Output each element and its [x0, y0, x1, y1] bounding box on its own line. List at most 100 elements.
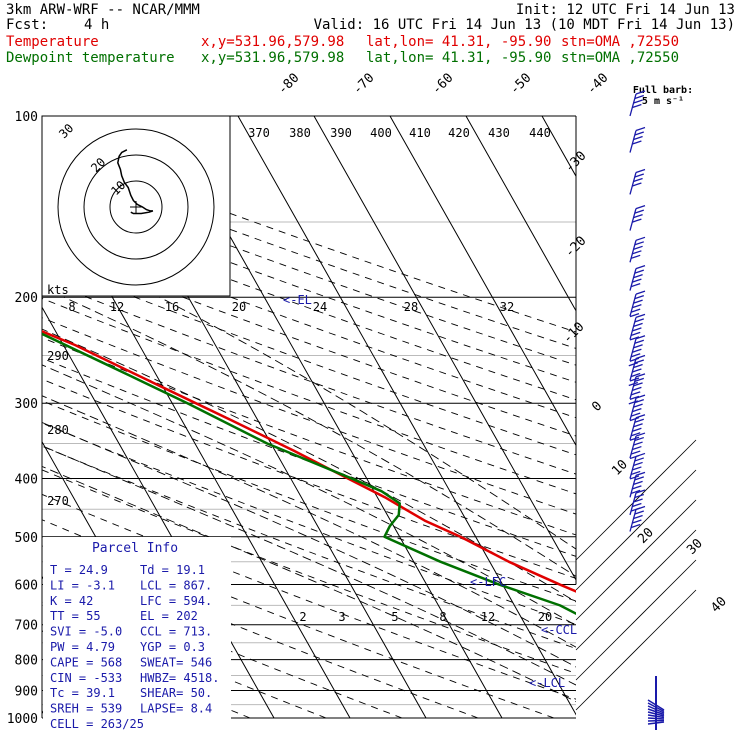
valid-time: Valid: 16 UTC Fri 14 Jun 13 (10 MDT Fri … [313, 17, 735, 33]
parcel-info-left: CELL = 263/25 [50, 717, 144, 731]
moist-adiabat-line [42, 364, 576, 627]
init-time: Init: 12 UTC Fri 14 Jun 13 [515, 2, 735, 18]
temperature-tick-label: -70 [350, 71, 377, 98]
moist-adiabat-line [42, 395, 576, 648]
dry-adiabat-line [42, 445, 576, 650]
temperature-tick-label: 30 [684, 536, 706, 558]
mixing-ratio-label: 12 [110, 300, 124, 314]
isotherm-line [313, 116, 576, 581]
hodograph-kts-label: kts [47, 283, 69, 297]
temperature-tick-label: -30 [562, 149, 589, 176]
wind-barb [629, 90, 646, 117]
temperature-tick-label: -80 [275, 71, 302, 98]
wind-barb [629, 168, 646, 195]
mixing-ratio-label-lower: 20 [538, 610, 552, 624]
isotherm-line [161, 116, 503, 719]
isotherm-extension [575, 589, 697, 711]
isotherm-line [85, 116, 427, 719]
wind-barb [629, 264, 646, 291]
theta-label: 370 [248, 126, 270, 140]
isotherm-line [42, 171, 351, 719]
wind-barb [629, 471, 646, 498]
parcel-info-right: LAPSE= 8.4 [140, 702, 212, 716]
dewpoint-legend-station: stn=OMA ,72550 [561, 50, 680, 66]
parcel-info-right: Td = 19.1 [140, 563, 205, 577]
forecast-label: Fcst: [6, 17, 49, 33]
parcel-info-right: LFC = 594. [140, 594, 212, 608]
isotherm-extension [575, 559, 697, 681]
temperature-tick-label: 40 [708, 594, 730, 616]
parcel-info-left: K = 42 [50, 594, 93, 608]
pressure-label: 800 [15, 654, 38, 669]
pressure-label: 700 [15, 619, 38, 634]
parcel-info-left: SVI = -5.0 [50, 625, 122, 639]
temperature-legend-name: Temperature [6, 34, 99, 50]
pressure-label: 500 [15, 531, 38, 546]
theta-label: 430 [488, 126, 510, 140]
temperature-tick-label: -60 [429, 71, 456, 98]
isotherm-extension [575, 529, 697, 651]
parcel-info-title: Parcel Info [92, 541, 178, 556]
forecast-hour: 4 h [84, 17, 110, 33]
mixing-ratio-label-lower: 2 [299, 610, 306, 624]
theta-label: 420 [448, 126, 470, 140]
dry-adiabat-line [42, 572, 403, 719]
mixing-ratio-label-lower: 5 [391, 610, 398, 624]
parcel-info-left: PW = 4.79 [50, 640, 115, 654]
mixing-ratio-label: 24 [313, 300, 327, 314]
pressure-label: 200 [15, 291, 38, 306]
wind-barb [628, 373, 646, 405]
temperature-tick-label: 20 [635, 525, 657, 547]
theta-lower-label: 290 [47, 349, 69, 363]
hodograph-ring [57, 128, 215, 286]
mixing-ratio-label: 8 [68, 300, 75, 314]
wind-barb [629, 290, 646, 318]
wind-barb [629, 432, 646, 460]
isotherm-line [694, 116, 740, 718]
parcel-info-right: SHEAR= 50. [140, 686, 212, 700]
wind-barb [629, 126, 646, 153]
theta-lower-label: 270 [47, 494, 69, 508]
temperature-tick-label: 0 [589, 399, 605, 415]
theta-label: 380 [289, 126, 311, 140]
moist-adiabat-line [159, 296, 576, 550]
isotherm-extension [575, 439, 697, 561]
isotherm-line [237, 116, 576, 716]
hodograph-ring [109, 180, 163, 234]
dry-adiabat-line [42, 400, 576, 602]
pressure-label: 600 [15, 578, 38, 593]
pressure-label: 1000 [7, 712, 38, 727]
dry-adiabat-line [42, 469, 576, 674]
parcel-info-box [43, 537, 231, 728]
ccl-marker: <-CCL [541, 623, 577, 637]
parcel-info-right: HWBZ= 4518. [140, 671, 219, 685]
temperature-legend-xy: x,y=531.96,579.98 [201, 34, 345, 50]
dewpoint-legend-name: Dewpoint temperature [6, 50, 175, 66]
temperature-legend-latlon: lat,lon= 41.31, -95.90 [366, 34, 552, 50]
lcl-marker: <-LCL [529, 676, 565, 690]
theta-lower-label: 280 [47, 423, 69, 437]
dry-adiabat-line [42, 317, 576, 515]
mixing-ratio-label: 28 [404, 300, 418, 314]
temperature-trace [42, 330, 576, 593]
temperature-legend-station: stn=OMA ,72550 [561, 34, 680, 50]
parcel-info-left: Tc = 39.1 [50, 686, 115, 700]
model-title: 3km ARW-WRF -- NCAR/MMM [6, 2, 200, 18]
wind-barb [629, 505, 646, 532]
dry-adiabat-line [42, 545, 479, 719]
parcel-info-right: YGP = 0.3 [140, 640, 205, 654]
mixing-ratio-label-lower: 12 [481, 610, 495, 624]
el-marker: <-EL [283, 293, 312, 307]
dry-adiabat-line [42, 224, 576, 419]
dry-adiabat-line [42, 378, 576, 579]
isotherm-line [389, 116, 576, 447]
wind-barb [629, 394, 646, 422]
parcel-info-right: SWEAT= 546 [140, 655, 212, 669]
isotherm-line [465, 116, 576, 312]
dewpoint-legend-xy: x,y=531.96,579.98 [201, 50, 345, 66]
mixing-ratio-label-lower: 8 [439, 610, 446, 624]
parcel-info-right: EL = 202 [140, 609, 198, 623]
wind-barb [629, 414, 646, 441]
pressure-label: 300 [15, 397, 38, 412]
